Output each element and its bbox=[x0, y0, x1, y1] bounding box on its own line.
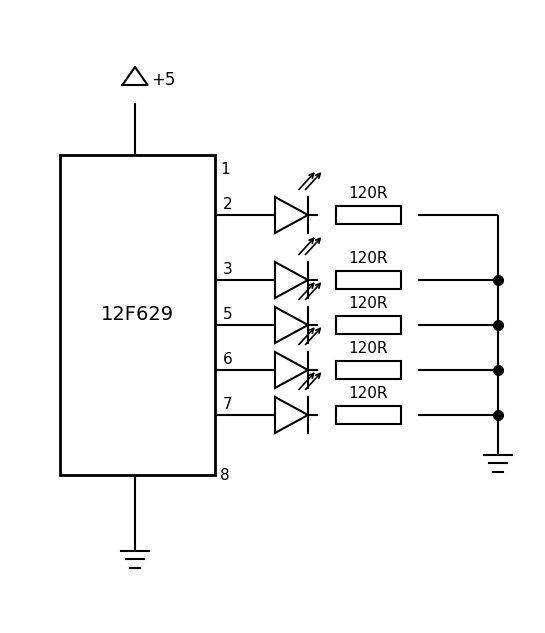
Text: 120R: 120R bbox=[348, 251, 387, 266]
Text: 12F629: 12F629 bbox=[101, 306, 174, 325]
Text: 120R: 120R bbox=[348, 296, 387, 311]
Text: 5: 5 bbox=[223, 307, 233, 322]
Text: 120R: 120R bbox=[348, 341, 387, 356]
Text: 2: 2 bbox=[223, 197, 233, 212]
Text: 7: 7 bbox=[223, 397, 233, 412]
Bar bbox=[336, 361, 401, 379]
Bar bbox=[336, 271, 401, 289]
Text: 6: 6 bbox=[223, 352, 233, 367]
Bar bbox=[336, 406, 401, 424]
Text: +5: +5 bbox=[151, 71, 175, 89]
Bar bbox=[60, 155, 215, 475]
Text: 120R: 120R bbox=[348, 386, 387, 401]
Bar bbox=[336, 316, 401, 334]
Text: 3: 3 bbox=[223, 262, 233, 277]
Text: 8: 8 bbox=[220, 468, 229, 483]
Text: 120R: 120R bbox=[348, 186, 387, 201]
Bar bbox=[336, 206, 401, 224]
Text: 1: 1 bbox=[220, 162, 229, 177]
